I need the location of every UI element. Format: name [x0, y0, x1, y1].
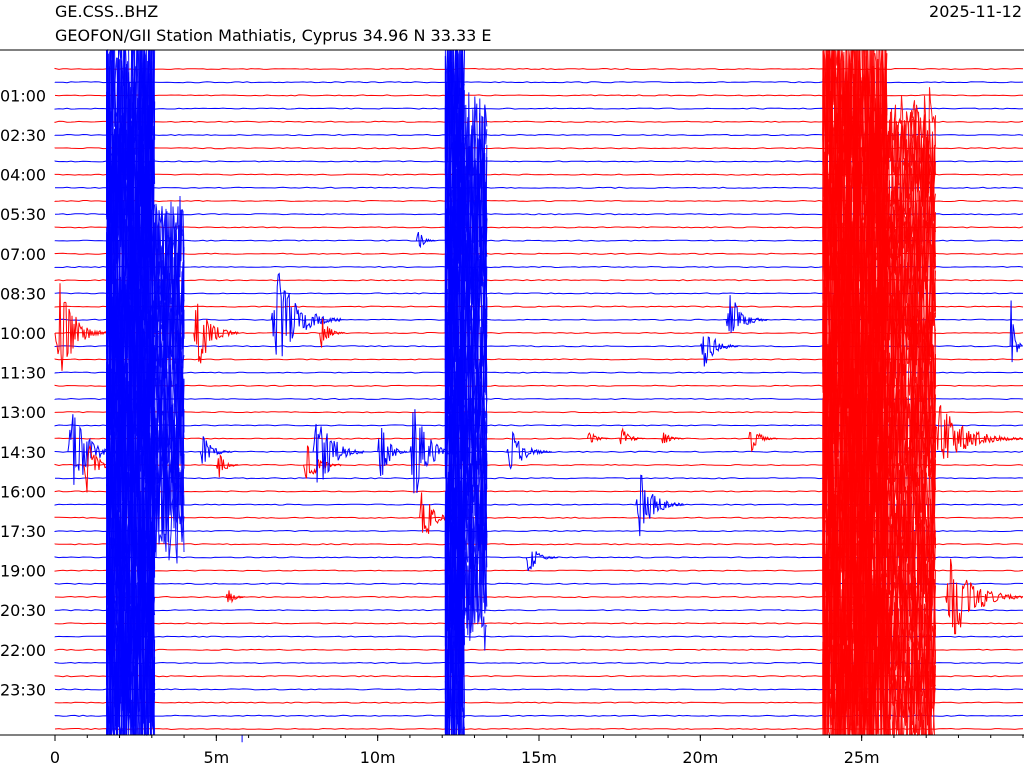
event-block: [444, 371, 465, 525]
event-burst: [635, 474, 685, 537]
event-burst: [270, 272, 342, 357]
y-tick-label: 19:00: [0, 562, 46, 581]
x-tick-label: 0: [50, 748, 60, 767]
event-burst: [506, 431, 552, 470]
event-block: [887, 469, 936, 563]
y-tick-label: 11:30: [0, 364, 46, 383]
event-block: [464, 526, 488, 633]
event-block: [154, 469, 185, 564]
event-burst: [748, 431, 778, 453]
event-block: [106, 651, 156, 736]
y-tick-label: 16:00: [0, 482, 46, 501]
y-tick-label: 23:30: [0, 680, 46, 699]
y-tick-label: 20:30: [0, 601, 46, 620]
event-burst: [215, 453, 239, 478]
event-burst: [377, 427, 408, 477]
event-block: [464, 226, 488, 325]
trace-line: [54, 67, 1024, 71]
axes-layer: 0 5m 10m 15m 20m 25m 01:00 02:30 04:00 05:30 07:00…: [0, 49, 1024, 767]
y-tick-label: 01:00: [0, 86, 46, 105]
x-tick-label: 5m: [203, 748, 229, 767]
y-tick-label: 08:30: [0, 284, 46, 303]
x-tick-label: 20m: [682, 748, 718, 767]
x-tick-label: 10m: [360, 748, 396, 767]
event-burst: [1009, 300, 1023, 363]
event-block: [154, 391, 185, 486]
x-tick-label: 15m: [521, 748, 557, 767]
event-burst: [725, 295, 768, 333]
y-tick-label: 14:30: [0, 443, 46, 462]
event-burst: [525, 551, 559, 572]
y-tick-label: 17:30: [0, 522, 46, 541]
event-burst: [661, 432, 684, 444]
event-burst: [932, 405, 1023, 459]
event-burst: [415, 231, 436, 249]
event-block: [154, 245, 185, 341]
event-burst: [225, 590, 246, 604]
y-tick-label: 22:00: [0, 641, 46, 660]
y-tick-label: 07:00: [0, 245, 46, 264]
y-tick-label: 10:00: [0, 324, 46, 343]
event-burst: [699, 336, 739, 367]
event-block: [106, 438, 156, 598]
event-burst: [619, 427, 645, 445]
event-block: [887, 523, 936, 618]
event-block: [154, 380, 185, 471]
event-burst: [312, 423, 365, 483]
event-burst: [241, 734, 262, 743]
chart-subtitle: GEOFON/GII Station Mathiatis, Cyprus 34.…: [55, 26, 492, 45]
event-block: [464, 543, 488, 651]
event-block: [887, 114, 936, 208]
x-tick-label: 25m: [844, 748, 880, 767]
y-tick-label: 04:00: [0, 166, 46, 185]
event-block: [887, 670, 936, 737]
trace-layer: [54, 49, 1024, 743]
chart-title: GE.CSS..BHZ: [55, 2, 159, 21]
chart-date: 2025-11-12: [929, 2, 1022, 21]
event-burst: [54, 283, 110, 371]
event-burst: [193, 303, 240, 364]
y-tick-label: 05:30: [0, 205, 46, 224]
event-burst: [586, 432, 610, 443]
y-tick-label: 02:30: [0, 126, 46, 145]
event-burst: [945, 558, 1024, 635]
event-burst: [199, 436, 233, 464]
event-burst: [319, 318, 345, 348]
trace-line: [54, 635, 1024, 638]
y-tick-label: 13:00: [0, 403, 46, 422]
event-block: [887, 575, 936, 672]
